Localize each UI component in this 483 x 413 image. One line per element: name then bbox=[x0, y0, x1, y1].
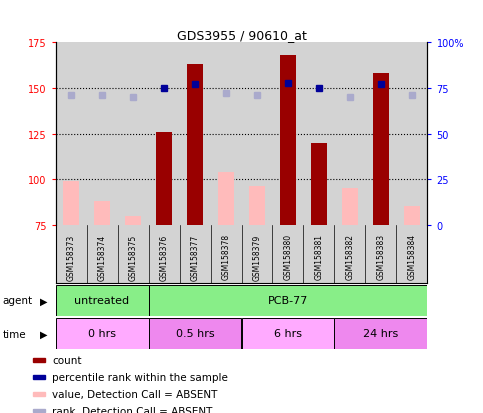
Bar bbox=[242, 318, 334, 349]
Text: ▶: ▶ bbox=[40, 329, 48, 339]
Text: 24 hrs: 24 hrs bbox=[363, 328, 398, 339]
Text: GSM158384: GSM158384 bbox=[408, 234, 416, 280]
Text: GSM158376: GSM158376 bbox=[159, 234, 169, 280]
Bar bbox=[149, 318, 242, 349]
Bar bbox=[280, 56, 296, 225]
Bar bbox=[373, 74, 389, 225]
Bar bbox=[404, 207, 420, 225]
Bar bbox=[33, 375, 45, 379]
Bar bbox=[94, 202, 110, 225]
Text: 6 hrs: 6 hrs bbox=[274, 328, 302, 339]
Text: GSM158374: GSM158374 bbox=[98, 234, 107, 280]
Bar bbox=[218, 172, 234, 225]
Text: GSM158380: GSM158380 bbox=[284, 234, 293, 280]
Bar bbox=[311, 143, 327, 225]
Text: GSM158377: GSM158377 bbox=[190, 234, 199, 280]
Text: agent: agent bbox=[2, 296, 32, 306]
Bar bbox=[342, 189, 358, 225]
Text: 0.5 hrs: 0.5 hrs bbox=[176, 328, 214, 339]
Text: 0 hrs: 0 hrs bbox=[88, 328, 116, 339]
Text: ▶: ▶ bbox=[40, 296, 48, 306]
Bar bbox=[56, 285, 149, 316]
Bar bbox=[249, 187, 265, 225]
Bar bbox=[33, 392, 45, 396]
Text: count: count bbox=[52, 355, 82, 366]
Text: GSM158378: GSM158378 bbox=[222, 234, 230, 280]
Bar bbox=[334, 318, 427, 349]
Bar bbox=[187, 65, 203, 225]
Text: GSM158375: GSM158375 bbox=[128, 234, 138, 280]
Text: GSM158373: GSM158373 bbox=[67, 234, 75, 280]
Bar bbox=[63, 181, 79, 225]
Text: rank, Detection Call = ABSENT: rank, Detection Call = ABSENT bbox=[52, 406, 213, 413]
Bar bbox=[149, 285, 427, 316]
Text: percentile rank within the sample: percentile rank within the sample bbox=[52, 372, 228, 382]
Bar bbox=[33, 358, 45, 362]
Bar bbox=[33, 409, 45, 412]
Text: GSM158382: GSM158382 bbox=[345, 234, 355, 280]
Bar bbox=[156, 133, 172, 225]
Text: GSM158383: GSM158383 bbox=[376, 234, 385, 280]
Bar bbox=[56, 318, 149, 349]
Text: GSM158381: GSM158381 bbox=[314, 234, 324, 280]
Text: PCB-77: PCB-77 bbox=[268, 295, 308, 306]
Bar bbox=[125, 216, 141, 225]
Text: time: time bbox=[2, 329, 26, 339]
Title: GDS3955 / 90610_at: GDS3955 / 90610_at bbox=[177, 29, 306, 42]
Text: GSM158379: GSM158379 bbox=[253, 234, 261, 280]
Text: untreated: untreated bbox=[74, 295, 129, 306]
Text: value, Detection Call = ABSENT: value, Detection Call = ABSENT bbox=[52, 389, 218, 399]
